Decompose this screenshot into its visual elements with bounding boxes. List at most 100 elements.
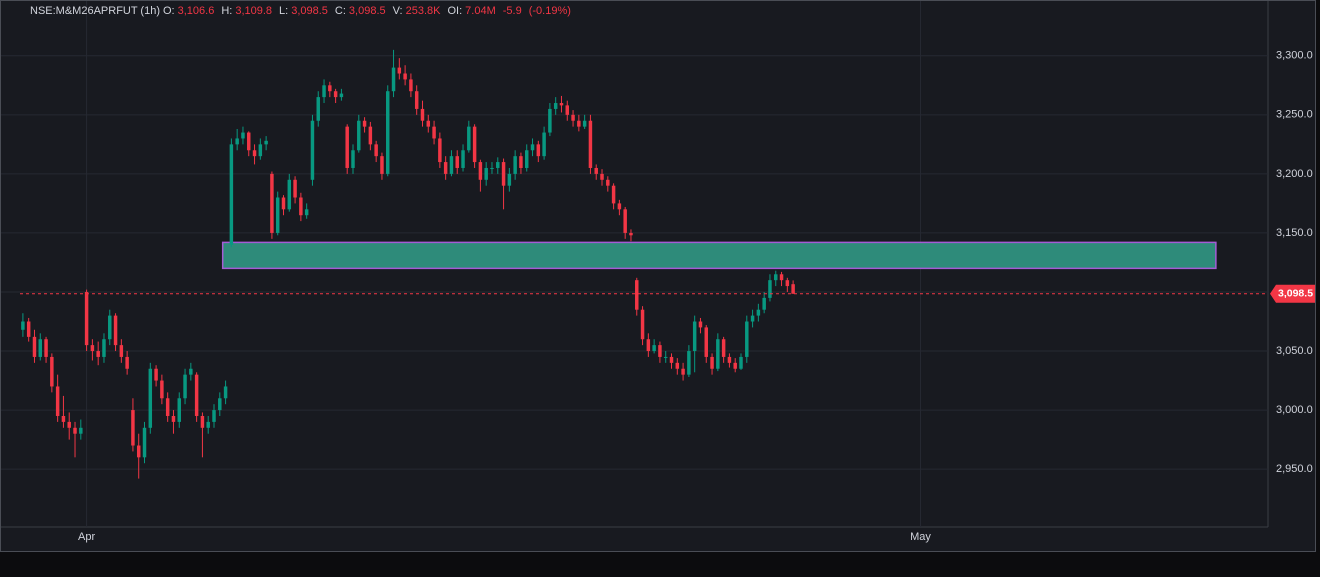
legend-label: H:: [221, 5, 233, 17]
candle-body: [252, 150, 257, 157]
candle-body: [125, 356, 129, 369]
candle-body: [229, 144, 234, 245]
candle-body: [455, 156, 459, 168]
legend-header: NSE:M&M26APRFUT (1h) O: 3,106.6 H: 3,109.8 L:…: [30, 5, 578, 17]
candle-body: [472, 126, 477, 163]
candle-body: [275, 197, 280, 233]
candle-body: [507, 173, 512, 186]
candle-body: [73, 427, 77, 434]
y-tick-label: 3,150.0: [1276, 227, 1313, 239]
candle-body: [218, 398, 222, 411]
candle-body: [490, 167, 494, 169]
candle-body: [44, 339, 48, 357]
y-tick-label: 2,950.0: [1276, 463, 1313, 475]
last-price-tag: [1270, 284, 1315, 303]
candle-body: [524, 150, 529, 168]
candle-body: [687, 351, 691, 375]
candle-body: [55, 386, 60, 416]
candle-body: [96, 351, 100, 357]
candle-body: [449, 156, 454, 174]
candle-body: [287, 179, 292, 210]
candle-body: [571, 114, 575, 121]
candle-body: [345, 126, 349, 168]
candle-body: [617, 203, 622, 210]
candle-body: [640, 309, 645, 340]
candle-body: [577, 120, 581, 127]
candle-body: [756, 309, 761, 316]
candle-body: [478, 162, 483, 180]
candle-body: [206, 421, 210, 428]
candle-body: [339, 93, 344, 98]
candle-body: [316, 97, 320, 121]
candle-body: [368, 126, 373, 145]
candle-body: [333, 91, 338, 98]
candle-body: [241, 132, 245, 139]
candle-body: [698, 321, 703, 328]
candle-body: [710, 356, 714, 369]
candle-body: [791, 284, 795, 294]
candle-body: [131, 410, 135, 446]
candle-body: [426, 120, 431, 127]
candle-body: [438, 138, 442, 163]
candle-body: [739, 356, 743, 369]
candle-body: [108, 315, 112, 340]
candle-body: [496, 162, 500, 168]
candle-body: [304, 209, 309, 216]
candle-body: [635, 280, 639, 310]
candle-body: [374, 144, 378, 157]
legend-label: C:: [334, 5, 346, 17]
candle-body: [692, 321, 697, 352]
candle-body: [513, 156, 517, 174]
candle-body: [119, 345, 124, 357]
candle-body: [432, 126, 436, 139]
candle-body: [189, 368, 193, 375]
candle-body: [380, 156, 384, 174]
candle-body: [148, 368, 153, 428]
candle-body: [328, 85, 332, 92]
candle-body: [704, 327, 708, 357]
candle-body: [420, 108, 425, 121]
legend-value: 3,109.8: [235, 5, 273, 17]
candle-body: [681, 368, 685, 375]
candle-body: [716, 339, 720, 369]
x-tick-label: Apr: [78, 531, 95, 543]
candle-body: [779, 274, 784, 281]
candle-body: [594, 167, 598, 174]
candle-body: [542, 132, 546, 157]
candle-body: [310, 120, 315, 180]
candle-body: [669, 356, 674, 363]
candle-body: [79, 427, 83, 434]
candle-body: [258, 144, 263, 157]
candle-body: [600, 173, 604, 180]
y-tick-label: 3,050.0: [1276, 345, 1313, 357]
candle-body: [745, 321, 749, 357]
candle-body: [501, 162, 506, 186]
candle-body: [675, 362, 680, 369]
candle-body: [530, 144, 535, 151]
symbol: NSE:M&M26APRFUT (1h): [30, 5, 160, 17]
candle-body: [397, 67, 402, 74]
candle-body: [351, 150, 355, 168]
candle-body: [212, 410, 216, 422]
candle-body: [733, 362, 737, 369]
candle-body: [553, 103, 558, 109]
candle-body: [177, 398, 181, 422]
y-tick-label: 3,300.0: [1276, 50, 1313, 62]
candle-body: [247, 132, 251, 151]
candle-body: [785, 280, 790, 287]
candle-body: [391, 67, 396, 92]
chart-frame: [0, 0, 1316, 552]
candle-body: [652, 345, 656, 352]
legend-label: V:: [392, 5, 403, 17]
candle-body: [414, 91, 419, 109]
candle-body: [154, 368, 158, 381]
candle-body: [768, 280, 772, 298]
legend-value: 3,098.5: [348, 5, 386, 17]
candle-body: [443, 162, 448, 174]
candle-body: [461, 150, 465, 168]
y-tick-label: 3,200.0: [1276, 168, 1313, 180]
candle-body: [663, 356, 668, 358]
candle-body: [658, 345, 662, 357]
candle-body: [50, 356, 54, 387]
